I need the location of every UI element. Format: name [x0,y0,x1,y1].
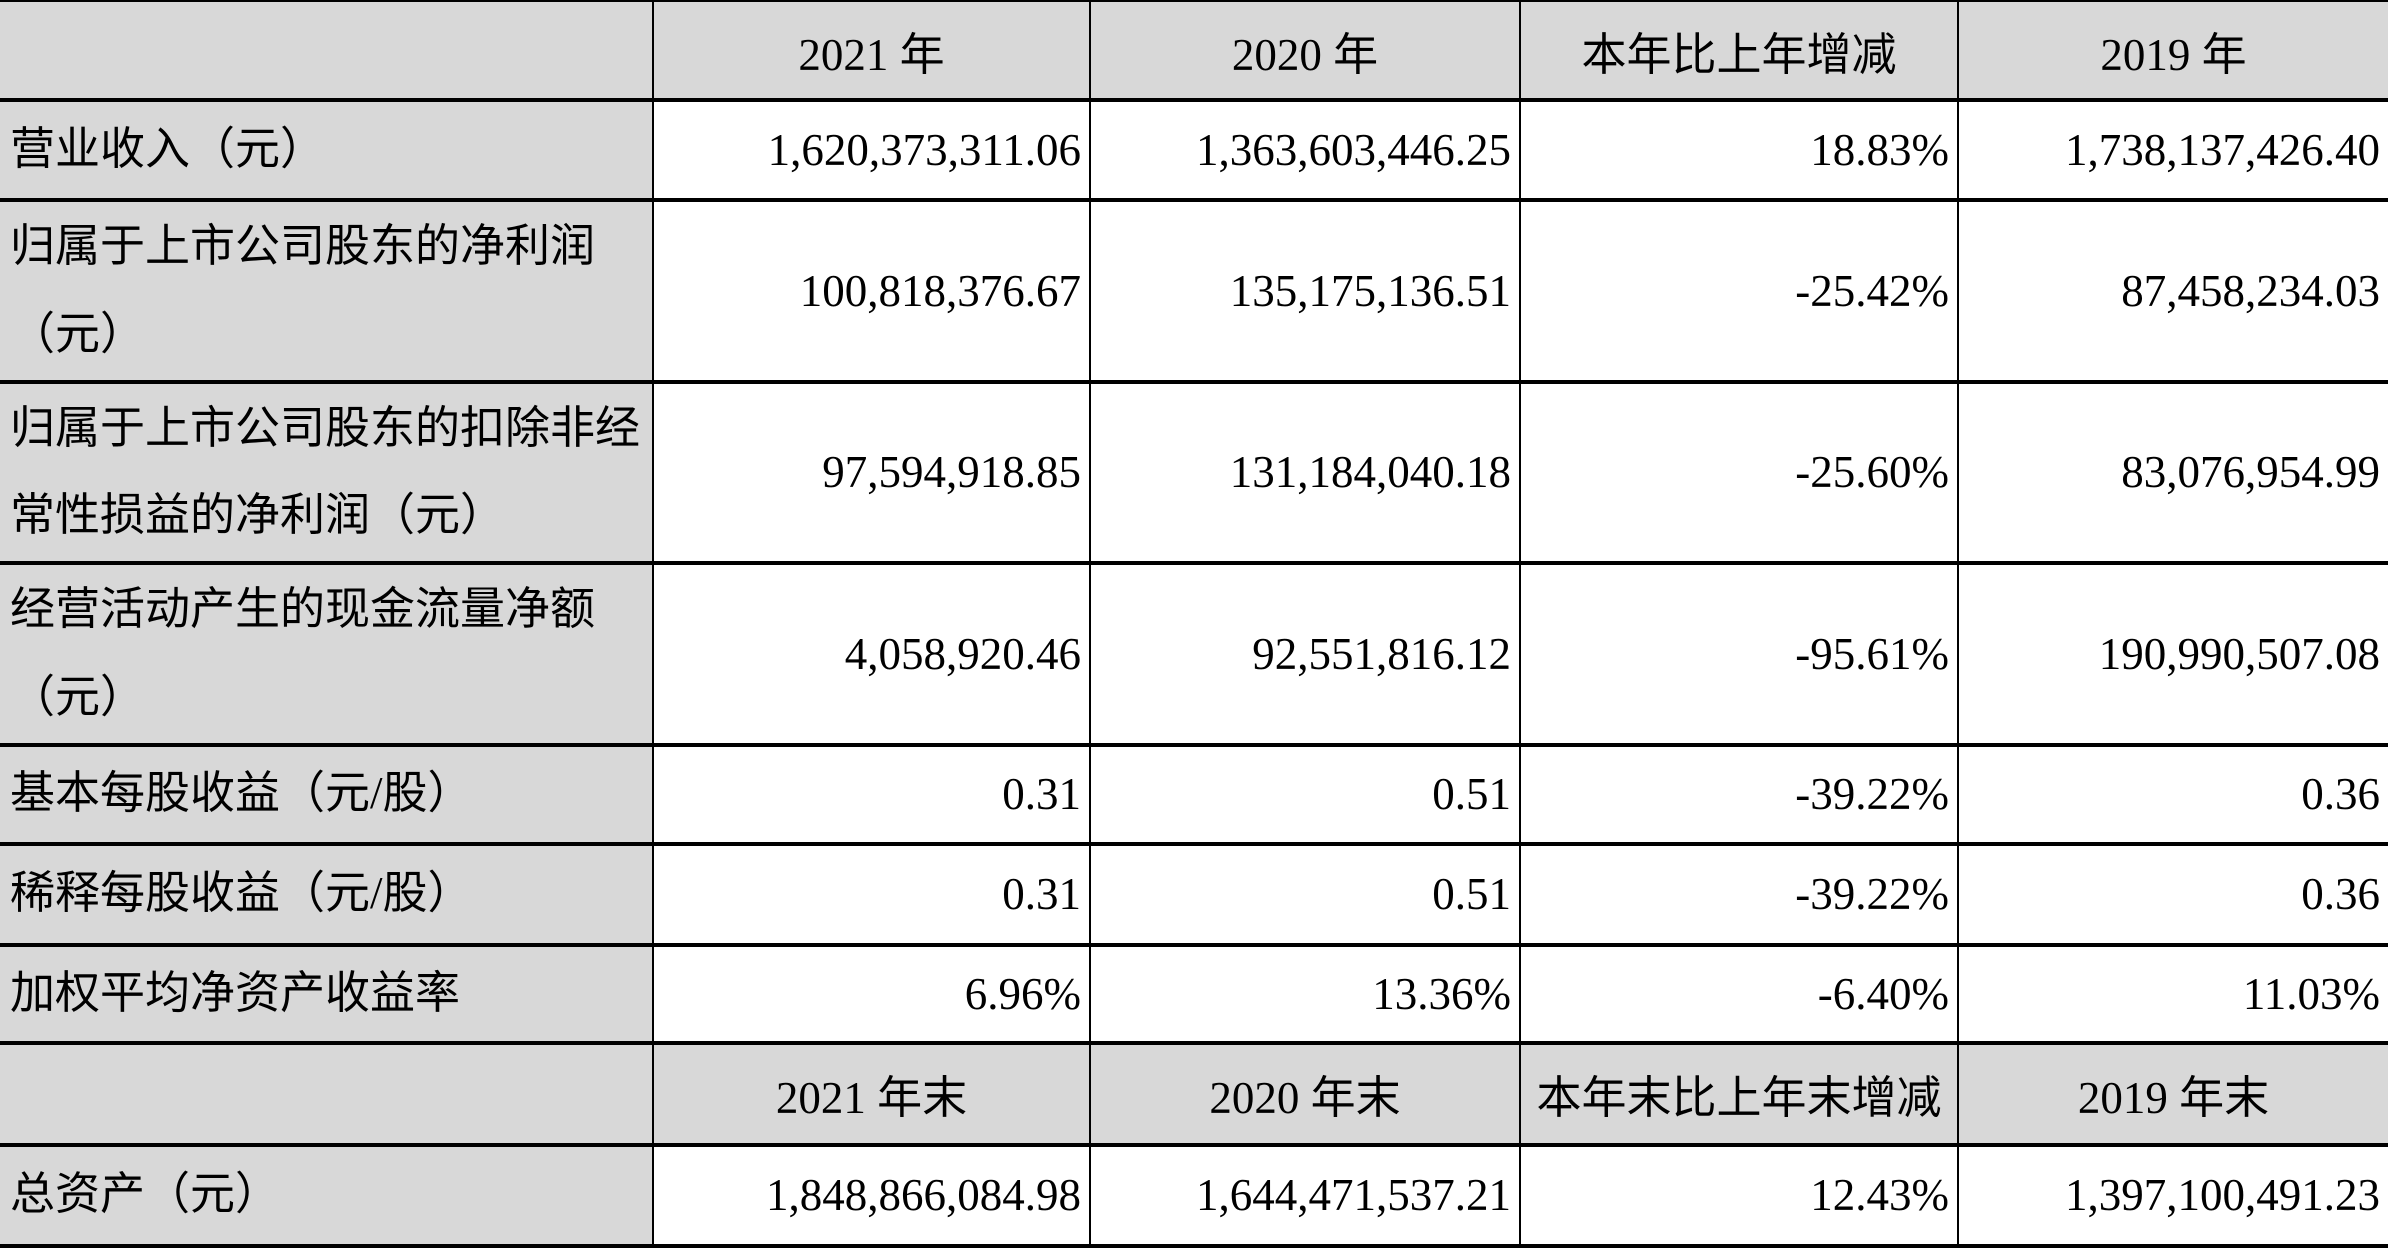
corner-blank-cell [0,0,654,102]
value-cell: -95.61% [1519,561,1959,747]
value-cell: 0.31 [652,742,1091,846]
value-cell: 0.51 [1089,742,1521,846]
value-cell: 190,990,507.08 [1957,561,2388,747]
row-label-basic-eps: 基本每股收益（元/股） [0,742,654,846]
value-cell: 100,818,376.67 [652,198,1091,384]
column-header-2021: 2021 年 [652,0,1091,102]
row-label-total-assets: 总资产（元） [0,1142,654,1248]
row-label-operating-cash-flow: 经营活动产生的现金流量净额 （元） [0,561,654,747]
value-cell: -6.40% [1519,942,1959,1045]
value-cell: 0.51 [1089,841,1521,947]
table-row: 总资产（元） 1,848,866,084.98 1,644,471,537.21… [0,1142,2388,1248]
column-header-2019-end: 2019 年末 [1957,1040,2388,1147]
table-row: 加权平均净资产收益率 6.96% 13.36% -6.40% 11.03% [0,942,2388,1045]
value-cell: -39.22% [1519,742,1959,846]
value-cell: 1,738,137,426.40 [1957,98,2388,202]
value-cell: 1,363,603,446.25 [1089,98,1521,202]
value-cell: -25.42% [1519,198,1959,384]
value-cell: 0.31 [652,841,1091,947]
value-cell: 11.03% [1957,942,2388,1045]
value-cell: -39.22% [1519,841,1959,947]
value-cell: 87,458,234.03 [1957,198,2388,384]
value-cell: 135,175,136.51 [1089,198,1521,384]
value-cell: 1,848,866,084.98 [652,1142,1091,1248]
column-header-2021-end: 2021 年末 [652,1040,1091,1147]
table-row: 营业收入（元） 1,620,373,311.06 1,363,603,446.2… [0,98,2388,202]
column-header-yoy-change: 本年比上年增减 [1519,0,1959,102]
column-header-2020-end: 2020 年末 [1089,1040,1521,1147]
value-cell: 1,620,373,311.06 [652,98,1091,202]
column-header-2020: 2020 年 [1089,0,1521,102]
row-label-weighted-avg-roe: 加权平均净资产收益率 [0,942,654,1045]
value-cell: 12.43% [1519,1142,1959,1248]
value-cell: 83,076,954.99 [1957,379,2388,565]
table-row: 2021 年末 2020 年末 本年末比上年末增减 2019 年末 [0,1040,2388,1147]
value-cell: 97,594,918.85 [652,379,1091,565]
corner-blank-cell [0,1040,654,1147]
column-header-yoy-end-change: 本年末比上年末增减 [1519,1040,1959,1147]
table-row: 稀释每股收益（元/股） 0.31 0.51 -39.22% 0.36 [0,841,2388,947]
value-cell: 0.36 [1957,742,2388,846]
value-cell: 1,397,100,491.23 [1957,1142,2388,1248]
column-header-2019: 2019 年 [1957,0,2388,102]
row-label-net-profit-excl-nonrecurring: 归属于上市公司股东的扣除非经 常性损益的净利润（元） [0,379,654,565]
value-cell: 131,184,040.18 [1089,379,1521,565]
row-label-diluted-eps: 稀释每股收益（元/股） [0,841,654,947]
value-cell: 13.36% [1089,942,1521,1045]
table-row: 2021 年 2020 年 本年比上年增减 2019 年 [0,0,2388,102]
value-cell: 6.96% [652,942,1091,1045]
table-row: 归属于上市公司股东的扣除非经 常性损益的净利润（元） 97,594,918.85… [0,379,2388,565]
table-row: 基本每股收益（元/股） 0.31 0.51 -39.22% 0.36 [0,742,2388,846]
value-cell: 1,644,471,537.21 [1089,1142,1521,1248]
value-cell: -25.60% [1519,379,1959,565]
table-row: 经营活动产生的现金流量净额 （元） 4,058,920.46 92,551,81… [0,561,2388,747]
value-cell: 92,551,816.12 [1089,561,1521,747]
row-label-revenue: 营业收入（元） [0,98,654,202]
value-cell: 0.36 [1957,841,2388,947]
table-row: 归属于上市公司股东的净利润 （元） 100,818,376.67 135,175… [0,198,2388,384]
row-label-net-profit: 归属于上市公司股东的净利润 （元） [0,198,654,384]
value-cell: 4,058,920.46 [652,561,1091,747]
value-cell: 18.83% [1519,98,1959,202]
